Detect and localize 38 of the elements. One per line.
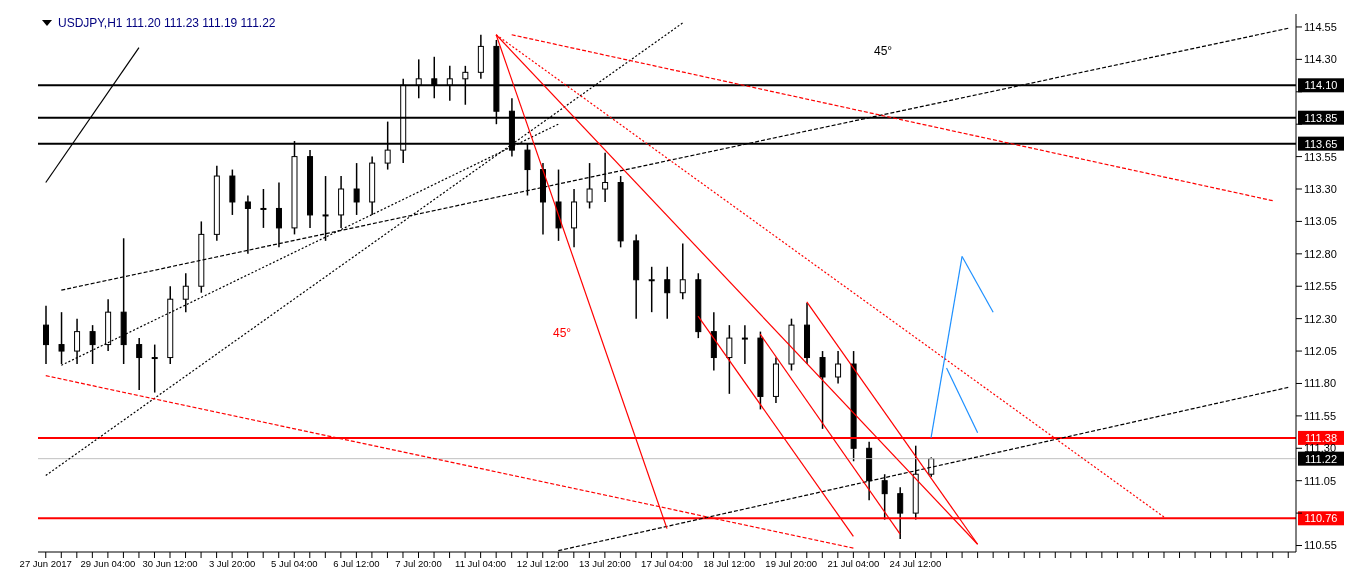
y-tick-label: 114.30 [1304,53,1337,66]
y-tick-label: 111.80 [1304,377,1337,390]
x-tick-label: 17 Jul 04:00 [641,557,693,569]
x-tick-label: 19 Jul 20:00 [765,557,818,569]
y-tick-label: 110.55 [1304,539,1337,552]
y-tick-label: 113.55 [1304,150,1337,163]
ref-line-label: 111.22 [1304,452,1338,465]
y-tick-label: 114.55 [1304,20,1337,33]
ref-line-label: 111.38 [1304,431,1338,444]
x-tick-label: 13 Jul 20:00 [578,557,631,569]
y-tick-label: 112.05 [1304,344,1337,357]
y-tick-label: 111.05 [1304,474,1337,487]
x-tick-label: 30 Jun 12:00 [142,557,198,569]
x-tick-label: 12 Jul 12:00 [516,557,569,569]
x-tick-label: 11 Jul 04:00 [455,557,507,569]
y-tick-label: 111.30 [1304,442,1337,455]
x-tick-label: 27 Jun 2017 [19,557,72,569]
y-tick-label: 112.55 [1304,280,1337,293]
y-tick-label: 113.05 [1304,215,1337,228]
x-tick-label: 3 Jul 20:00 [208,557,256,569]
x-tick-label: 29 Jun 04:00 [80,557,136,569]
x-tick-label: 5 Jul 04:00 [271,557,318,569]
chart-title: USDJPY,H1 111.20 111.23 111.19 111.22 [58,16,276,30]
x-tick-label: 21 Jul 04:00 [827,557,880,569]
ref-line-label: 110.76 [1304,512,1338,525]
ref-line-label: 113.85 [1304,111,1338,124]
ref-line-label: 114.10 [1304,79,1338,92]
ref-line-label: 113.65 [1304,137,1338,150]
x-tick-label: 18 Jul 12:00 [703,557,756,569]
x-tick-label: 6 Jul 12:00 [333,557,380,569]
annotation: 45° [874,44,893,58]
y-tick-label: 113.30 [1304,182,1337,195]
y-tick-label: 112.80 [1304,247,1337,260]
x-tick-label: 7 Jul 20:00 [395,557,442,569]
y-tick-label: 112.30 [1304,312,1337,325]
x-tick-label: 24 Jul 12:00 [889,557,942,569]
y-tick-label: 111.55 [1304,409,1337,422]
annotation: 45° [553,326,572,340]
